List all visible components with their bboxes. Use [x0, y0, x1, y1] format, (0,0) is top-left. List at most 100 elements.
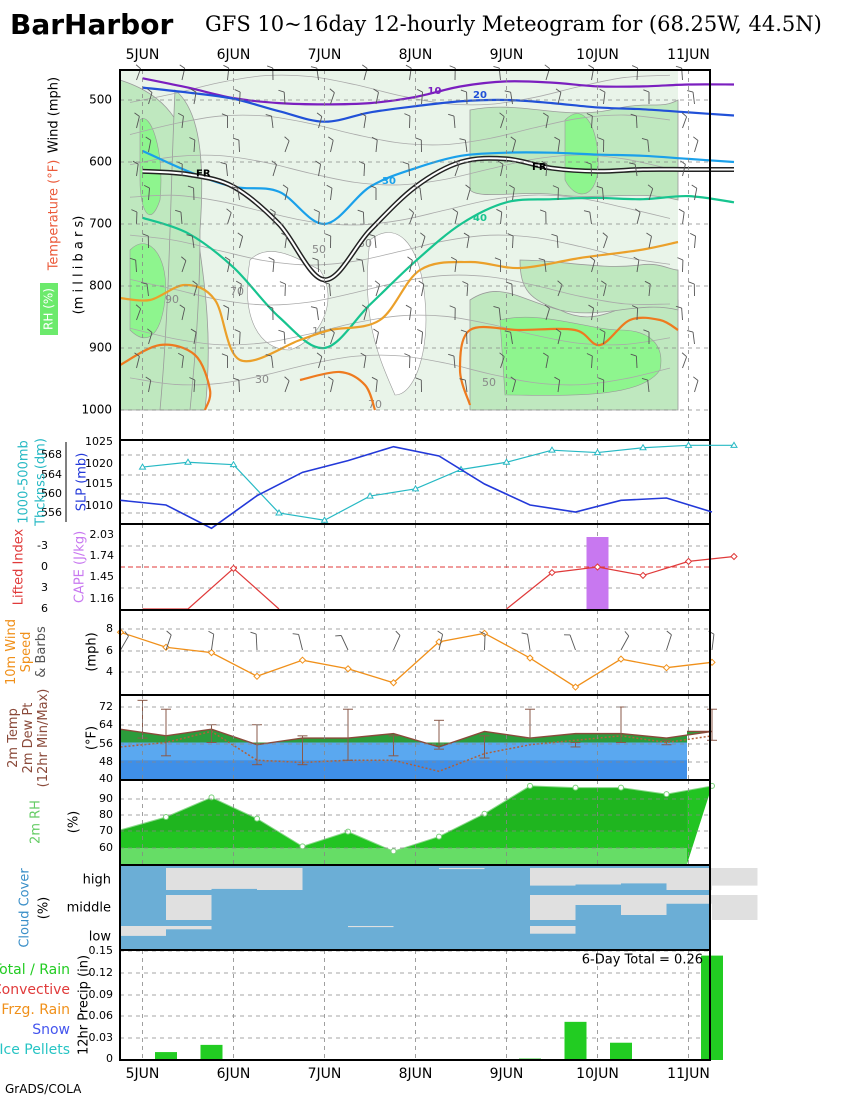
- upper-wind-barb: [134, 112, 140, 129]
- barb-staff: [682, 212, 685, 225]
- cloud-clear-middle: [575, 895, 621, 905]
- temp-tick: 72: [99, 700, 113, 713]
- rh-tick: 70: [99, 824, 113, 837]
- upper-wind-barb: [643, 329, 650, 344]
- temp-unit: (°F): [85, 726, 100, 750]
- upper-wind-barb: [190, 88, 197, 105]
- upper-wind-barb: [497, 160, 504, 177]
- barb-staff: [283, 91, 286, 105]
- barb-staff: [511, 283, 513, 297]
- upper-wind-barb: [687, 330, 695, 345]
- barb-staff: [363, 163, 366, 177]
- credit-footer: GrADS/COLA: [5, 1082, 82, 1096]
- upper-wind-barb: [415, 137, 422, 153]
- barb-staff: [272, 212, 276, 225]
- upper-wind-barb: [282, 184, 289, 201]
- barb-flag: [371, 136, 378, 141]
- temp-tick: 40: [99, 772, 113, 785]
- barb-staff: [603, 284, 607, 297]
- barb-flag: [644, 280, 651, 285]
- rh-dry-region: [247, 251, 329, 351]
- barb-flag: [279, 281, 286, 285]
- slp-tick: 1025: [85, 435, 113, 448]
- upper-wind-barb: [145, 376, 152, 393]
- upper-wind-barb: [231, 186, 240, 201]
- upper-wind-barb: [312, 257, 319, 273]
- barb-flag: [635, 208, 641, 213]
- upper-wind-barb: [586, 113, 593, 129]
- barb-flag: [459, 138, 466, 141]
- barb-staff: [374, 236, 377, 249]
- rh-contour: [129, 314, 671, 346]
- thickness-label-2: Thcknss (dm): [34, 438, 49, 527]
- barb-staff: [510, 92, 513, 105]
- x-tick-bottom: 5JUN: [126, 1066, 160, 1082]
- barb-flag: [284, 136, 290, 142]
- barb-flag: [494, 257, 501, 261]
- thickness-marker: [593, 448, 602, 456]
- barb-staff: [409, 212, 415, 225]
- barb-flag: [175, 209, 182, 213]
- rh-band-low: [120, 848, 687, 864]
- barb-staff: [330, 380, 334, 393]
- barb-flag: [310, 306, 317, 309]
- barb-flag: [268, 256, 275, 261]
- thickness-line: [142, 444, 734, 521]
- precip-tick: 0.09: [89, 988, 114, 1001]
- lifted-tick: 3: [41, 581, 48, 594]
- thickness-marker: [366, 492, 374, 499]
- barb-flag: [449, 305, 456, 309]
- upper-wind-barb: [504, 330, 513, 345]
- upper-wind-barb: [405, 304, 412, 321]
- upper-wind-barb: [373, 88, 379, 105]
- barb-flag: [368, 234, 375, 237]
- barb-flag: [599, 328, 606, 333]
- barb-flag: [418, 280, 425, 285]
- barb-flag: [452, 208, 458, 213]
- upper-wind-barb: [269, 208, 276, 225]
- barb-staff: [464, 380, 468, 393]
- upper-wind-barb: [555, 328, 562, 345]
- wind10m-marker: [571, 683, 580, 691]
- barb-flag: [145, 376, 152, 381]
- upper-wind-barb: [510, 376, 517, 393]
- barb-staff: [181, 308, 186, 321]
- barb-flag: [460, 329, 467, 333]
- slp-label: SLP (mb): [75, 453, 90, 512]
- rh-marker: [299, 843, 306, 850]
- barb-staff: [527, 634, 531, 651]
- wind10m-barb: [666, 630, 672, 651]
- rh-unit: (%): [67, 811, 82, 834]
- rh-marker: [390, 848, 397, 855]
- barb-flag: [316, 112, 323, 117]
- upper-wind-barb: [693, 376, 699, 393]
- cloud-clear-high: [621, 868, 667, 884]
- upper-wind-barb: [454, 160, 460, 177]
- upper-wind-barb: [373, 328, 379, 345]
- barb-staff: [375, 332, 379, 345]
- wind10m-marker: [207, 648, 216, 657]
- wind10m-barb: [521, 632, 531, 651]
- barb-flag: [231, 186, 238, 189]
- thickness-marker: [411, 484, 420, 492]
- barb-flag: [420, 232, 426, 237]
- upper-wind-barb: [179, 304, 186, 321]
- barb-flag: [404, 113, 411, 117]
- barb-flag: [415, 137, 422, 141]
- upper-wind-barb: [408, 208, 415, 225]
- isotherm-label: 10: [428, 86, 442, 97]
- barb-staff: [408, 163, 410, 177]
- barb-staff: [363, 308, 368, 321]
- upper-wind-barb: [265, 114, 274, 129]
- rh-tick: 80: [99, 808, 113, 821]
- barb-flag: [189, 377, 196, 381]
- upper-wind-barb: [459, 138, 468, 153]
- upper-wind-barb: [143, 184, 150, 201]
- upper-wind-barb: [175, 209, 183, 225]
- upper-wind-barb: [499, 352, 505, 369]
- barb-staff: [298, 634, 303, 651]
- barb-staff: [330, 188, 333, 201]
- barb-staff: [165, 634, 172, 651]
- isotherm-warm: [119, 240, 679, 363]
